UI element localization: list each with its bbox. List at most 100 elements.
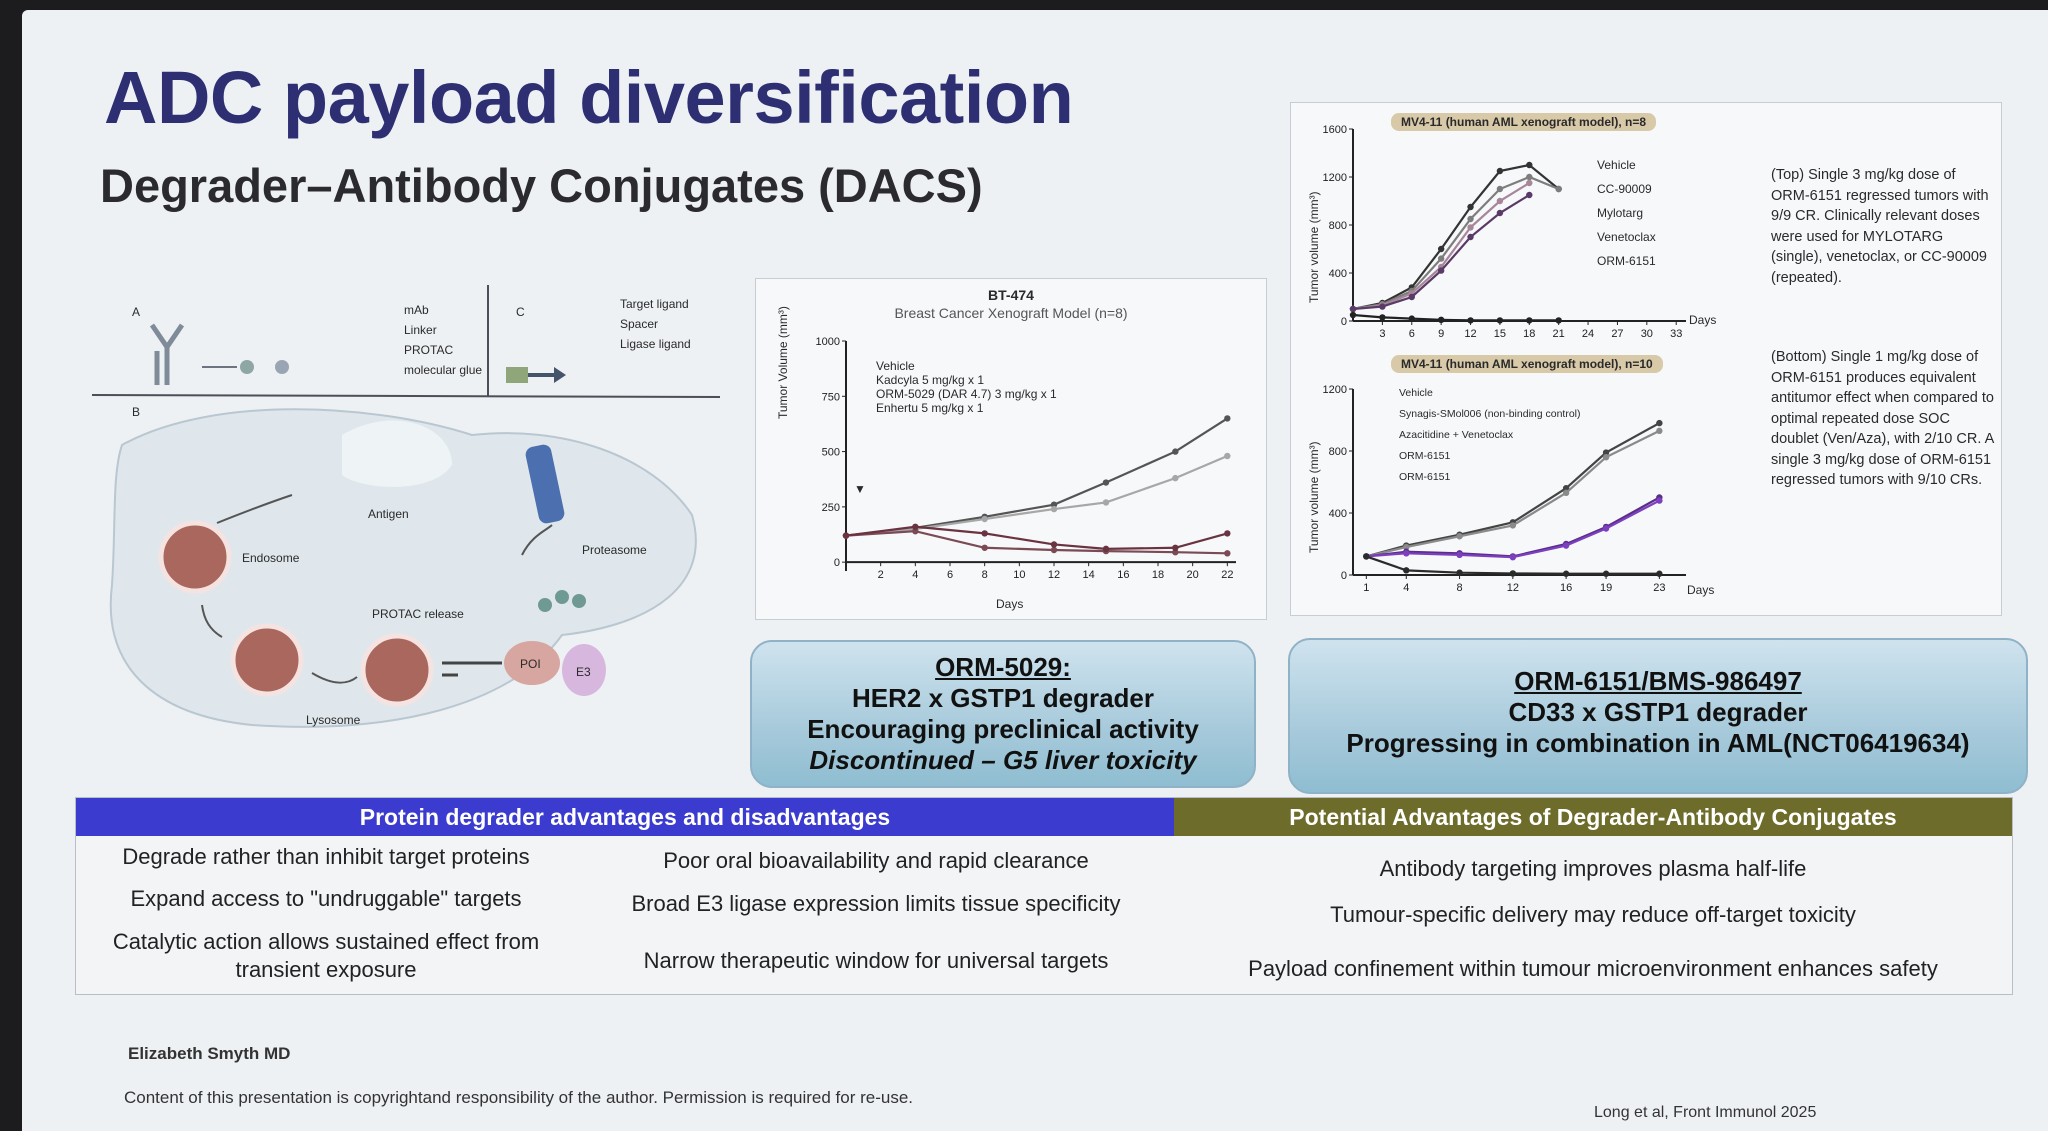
dac-advantage-2: Tumour-specific delivery may reduce off-… (1330, 902, 1856, 927)
disadvantage-3: Narrow therapeutic window for universal … (643, 948, 1109, 973)
bt474-legend-1: Vehicle (876, 359, 915, 373)
x-tick-label: 12 (1507, 582, 1519, 594)
orm5029-status: Discontinued – G5 liver toxicity (809, 745, 1197, 775)
bt474-chart-subtitle: Breast Cancer Xenograft Model (n=8) (894, 305, 1128, 321)
slide-subtitle: Degrader–Antibody Conjugates (DACS) (100, 159, 983, 212)
mv411-bottom-chart: 0 400 800 1200 1 4 8 12 16 19 23 (1323, 384, 1686, 594)
legend-a-2: Linker (404, 323, 437, 337)
y-tick-label: 1600 (1323, 124, 1347, 136)
mv411-top-legend-5: ORM-6151 (1597, 254, 1656, 268)
e3-icon (562, 644, 606, 696)
y-tick-label: 250 (822, 502, 840, 514)
bt474-chart-panel: BT-474 Breast Cancer Xenograft Model (n=… (755, 278, 1267, 620)
x-tick-label: 10 (1013, 569, 1025, 581)
data-point (1408, 315, 1415, 322)
legend-a-4: molecular glue (404, 363, 483, 377)
data-point (1526, 191, 1533, 199)
data-point (1467, 317, 1474, 324)
mv411-top-title: MV4-11 (human AML xenograft model), n=8 (1391, 113, 1657, 131)
mv411-top-legend-2: CC-90009 (1597, 182, 1652, 196)
data-point (1467, 224, 1474, 231)
mv411-bottom-legend-3: Azacitidine + Venetoclax (1399, 429, 1514, 441)
data-point (1496, 167, 1504, 175)
lysosome-label: Lysosome (306, 713, 361, 727)
data-point (1403, 543, 1410, 551)
data-point (1602, 454, 1610, 461)
bt474-legend: Vehicle Kadcyla 5 mg/kg x 1 ORM-5029 (DA… (876, 359, 1057, 415)
y-tick-label: 400 (1329, 508, 1347, 520)
x-tick-label: 9 (1438, 328, 1444, 340)
orm5029-name: ORM-5029: (935, 652, 1071, 682)
note-bottom: (Bottom) Single 1 mg/kg dose of ORM-6151… (1771, 349, 1994, 488)
y-tick-label: 1200 (1323, 172, 1347, 184)
mv411-bottom-legend-2: Synagis-SMol006 (non-binding control) (1399, 408, 1581, 420)
data-point (1555, 317, 1562, 324)
data-point (1656, 497, 1663, 504)
data-point (1562, 489, 1570, 497)
x-tick-label: 15 (1494, 328, 1506, 340)
legend-a-1: mAb (404, 303, 429, 317)
x-tick-label: 8 (1456, 582, 1462, 594)
orm5029-callout: ORM-5029: HER2 x GSTP1 degrader Encourag… (750, 640, 1256, 788)
y-tick-label: 0 (834, 557, 840, 569)
data-point (1408, 293, 1415, 301)
data-point (1467, 215, 1474, 223)
mv411-charts-panel: 0 400 800 1200 1600 3 6 9 12 15 18 21 24 27 30 33 MV4-1… (1290, 102, 2002, 616)
antigen-label: Antigen (368, 507, 409, 521)
x-tick-label: 18 (1152, 569, 1164, 581)
bt474-xlabel: Days (996, 597, 1024, 611)
data-point (1403, 550, 1410, 557)
data-point (1050, 546, 1058, 554)
mv411-bottom-xlabel: Days (1687, 583, 1715, 597)
data-point (1562, 570, 1570, 577)
data-point (981, 515, 988, 523)
data-point (1496, 185, 1504, 193)
data-point (1224, 530, 1231, 537)
data-point (1656, 570, 1663, 577)
orm6151-name: ORM-6151/BMS-986497 (1514, 666, 1802, 696)
x-tick-label: 22 (1221, 569, 1233, 581)
mv411-bottom-legend-4: ORM-6151 (1399, 450, 1451, 462)
data-point (1172, 474, 1179, 482)
copyright-notice: Content of this presentation is copyrigh… (124, 1088, 914, 1107)
mv411-top-legend: Vehicle CC-90009 Mylotarg Venetoclax ORM… (1597, 153, 1656, 273)
legend-a-3: PROTAC (404, 343, 454, 357)
orm5029-target: HER2 x GSTP1 degrader (852, 683, 1154, 713)
data-point (1102, 479, 1110, 486)
lysosome-icon (230, 623, 304, 697)
data-point (1656, 419, 1663, 427)
x-tick-label: 30 (1641, 328, 1653, 340)
data-point (1555, 185, 1562, 193)
advantage-1: Degrade rather than inhibit target prote… (122, 844, 530, 869)
data-point (1403, 567, 1410, 574)
degrader-table: Protein degrader advantages and disadvan… (75, 797, 2013, 995)
x-tick-label: 12 (1048, 569, 1060, 581)
y-tick-label: 500 (822, 447, 840, 459)
data-point (1467, 203, 1474, 211)
dac-schematic: A B C mAb Linker PROTAC molecular glue T… (91, 285, 721, 737)
bt474-legend-3: ORM-5029 (DAR 4.7) 3 mg/kg x 1 (876, 387, 1057, 401)
disadvantage-2: Broad E3 ligase expression limits tissue… (631, 891, 1121, 916)
orm6151-callout: ORM-6151/BMS-986497 CD33 x GSTP1 degrade… (1288, 638, 2028, 794)
y-tick-label: 0 (1341, 570, 1347, 582)
x-tick-label: 18 (1523, 328, 1535, 340)
data-point (1509, 553, 1517, 561)
data-point (1349, 311, 1357, 319)
data-point (1379, 314, 1386, 321)
data-point (981, 544, 988, 551)
data-point (1562, 485, 1570, 492)
data-point (1379, 303, 1386, 310)
x-tick-label: 20 (1187, 569, 1199, 581)
x-tick-label: 19 (1600, 582, 1612, 594)
data-point (1526, 161, 1533, 169)
data-point (1050, 541, 1058, 548)
bt474-ylabel: Tumor Volume (mm³) (776, 306, 790, 419)
data-point (1172, 448, 1179, 455)
orm6151-target: CD33 x GSTP1 degrader (1508, 697, 1808, 727)
data-point (1526, 317, 1533, 324)
reference-citation: Long et al, Front Immunol 2025 (1594, 1104, 1817, 1121)
x-tick-label: 4 (1403, 582, 1409, 594)
data-point (1562, 542, 1570, 549)
antibody-icon (149, 323, 185, 385)
data-point (912, 527, 919, 535)
